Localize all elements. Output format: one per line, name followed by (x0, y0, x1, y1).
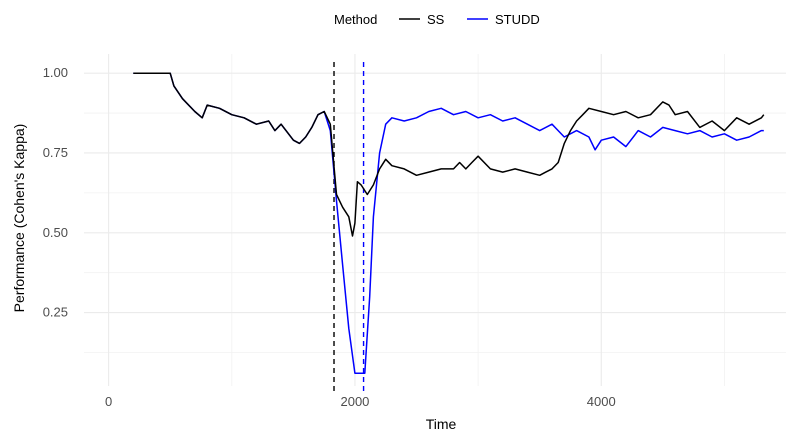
legend-label-ss: SS (427, 12, 445, 27)
legend-title: Method (334, 12, 377, 27)
series-line-studd (133, 72, 764, 374)
change-point-lines (333, 62, 365, 392)
x-tick-label: 4000 (587, 394, 616, 409)
y-axis-title: Performance (Cohen's Kappa) (11, 124, 27, 313)
x-tick-label: 2000 (340, 394, 369, 409)
y-tick-label: 0.75 (43, 145, 68, 160)
series-line-ss (133, 72, 765, 237)
legend: Method SS STUDD (334, 12, 540, 27)
y-tick-label: 0.25 (43, 305, 68, 320)
y-tick-label: 0.50 (43, 225, 68, 240)
grid (84, 54, 786, 386)
y-tick-label: 1.00 (43, 65, 68, 80)
x-tick-label: 0 (105, 394, 112, 409)
y-tick-labels: 0.25 0.50 0.75 1.00 (43, 65, 68, 319)
x-tick-labels: 0 2000 4000 (105, 394, 616, 409)
legend-label-studd: STUDD (495, 12, 540, 27)
series-lines (133, 72, 765, 374)
x-axis-title: Time (426, 416, 457, 432)
